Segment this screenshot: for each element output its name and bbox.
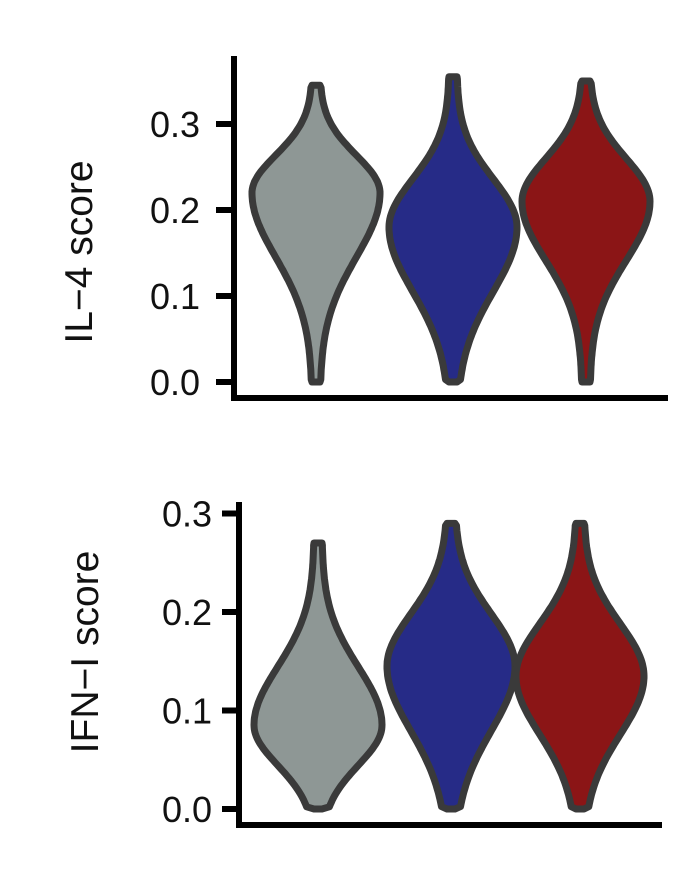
ifn-y-tick-label: 0.0 — [162, 789, 212, 830]
ifn-violin-2 — [383, 519, 519, 813]
ifn-violin-3 — [512, 519, 648, 813]
il4-y-axis-title: IL−4 score — [58, 160, 101, 343]
il4-y-tick-label: 0.1 — [150, 276, 200, 317]
ifn-y-tick-label: 0.2 — [162, 592, 212, 633]
ifn-y-tick-label: 0.3 — [162, 494, 212, 535]
il4-y-tick-label: 0.0 — [150, 362, 200, 403]
ifn-y-tick-label: 0.1 — [162, 691, 212, 732]
ifn-y-axis-title: IFN−I score — [64, 551, 107, 754]
il4-y-tick-label: 0.3 — [150, 104, 200, 145]
ifn-panel: IFN−I score 0.0 0.1 0.2 0.3 — [64, 494, 662, 830]
il4-violin-2 — [385, 73, 521, 386]
ifn-violin-1 — [250, 539, 386, 813]
il4-y-tick-label: 0.2 — [150, 190, 200, 231]
il4-violin-1 — [248, 81, 384, 386]
il4-violin-3 — [518, 77, 654, 386]
il4-panel: IL−4 score 0.0 0.1 0.2 0.3 — [58, 56, 668, 403]
